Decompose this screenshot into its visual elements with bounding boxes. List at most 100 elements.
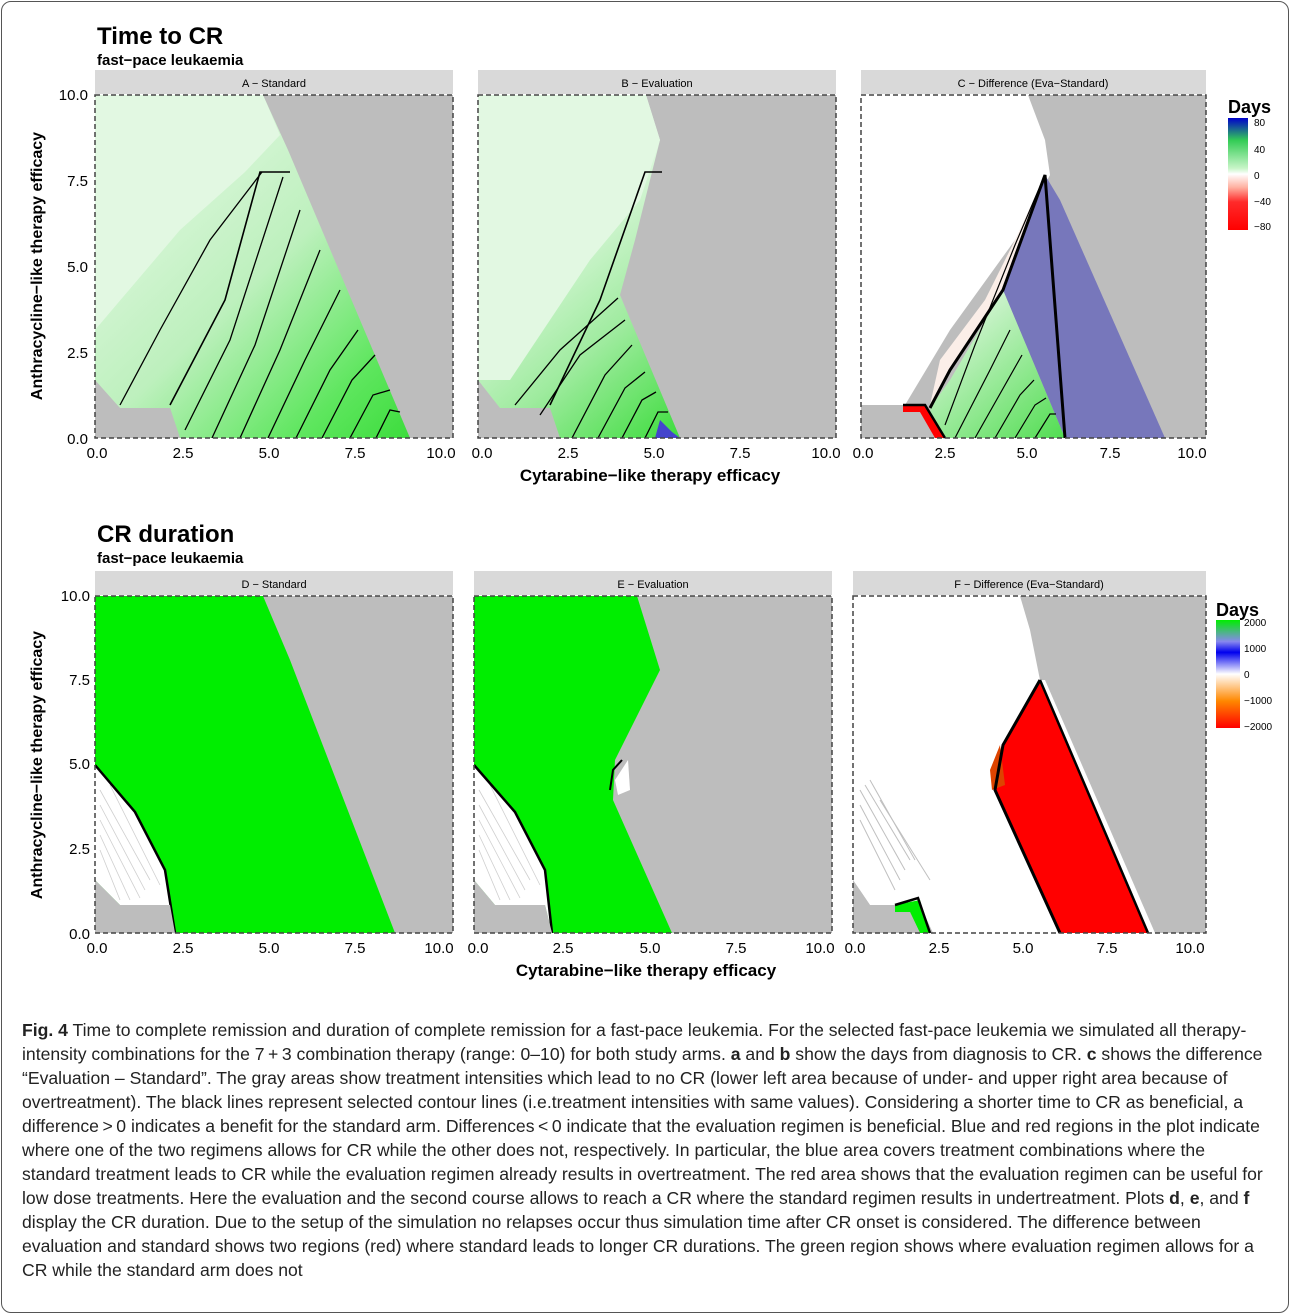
panel-e: E − Evaluation	[473, 571, 833, 934]
contour-lines	[944, 176, 1056, 439]
panel-a: A − Standard	[94, 70, 454, 439]
contour-line	[894, 896, 932, 934]
y-tick: 10.0	[61, 588, 90, 605]
contour-line	[549, 171, 662, 406]
x-tick: 0.0	[472, 445, 493, 462]
panel-ref: c	[1086, 1044, 1097, 1064]
undertreatment-region	[474, 880, 552, 933]
contour-line	[94, 764, 177, 934]
figure-label: Fig. 4	[22, 1020, 68, 1040]
x-tick: 5.0	[1017, 445, 1038, 462]
undertreatment-region	[95, 880, 175, 933]
contour-lines	[119, 171, 401, 439]
light-region	[478, 95, 660, 380]
strip-background	[853, 571, 1206, 595]
y-tick: 2.5	[67, 345, 88, 362]
cr-region	[95, 596, 395, 933]
legend-title: Days	[1216, 600, 1259, 620]
legend-tick: 40	[1254, 145, 1266, 156]
panel-ref: d	[1169, 1188, 1180, 1208]
x-tick: 2.5	[173, 445, 194, 462]
figure-caption: Fig. 4 Time to complete remission and du…	[22, 1018, 1272, 1282]
x-tick: 2.5	[553, 940, 574, 957]
caption-text: display the CR duration. Due to the setu…	[22, 1212, 1254, 1280]
contour-line	[993, 679, 1062, 934]
y-tick: 0.0	[69, 926, 90, 943]
x-tick: 10.0	[1177, 445, 1206, 462]
x-axis-label: Cytarabine−like therapy efficacy	[520, 466, 781, 485]
x-tick: 7.5	[726, 940, 747, 957]
y-tick: 7.5	[67, 173, 88, 190]
panel-title-f: F − Difference (Eva−Standard)	[954, 579, 1104, 591]
red-region	[903, 405, 945, 438]
x-tick: 2.5	[173, 940, 194, 957]
panel-border	[94, 595, 454, 934]
white-region	[95, 765, 175, 933]
y-axis-label: Anthracycline−like therapy efficacy	[29, 631, 46, 899]
x-tick: 0.0	[87, 940, 108, 957]
legend-tick: 1000	[1244, 644, 1267, 655]
red-region	[995, 680, 1148, 933]
panel-c: C − Difference (Eva−Standard)	[860, 70, 1207, 439]
panel-border	[473, 595, 833, 934]
caption-text: ,	[1179, 1188, 1190, 1208]
panel-f: F − Difference (Eva−Standard)	[852, 571, 1207, 934]
panel-title-e: E − Evaluation	[617, 579, 688, 591]
contour-line	[473, 764, 554, 934]
contour-lines	[99, 784, 161, 901]
y-axis-ticks: 10.0 7.5 5.0 2.5 0.0	[59, 87, 88, 448]
x-tick: 7.5	[1097, 940, 1118, 957]
legend-tick: 80	[1254, 118, 1266, 129]
y-tick: 10.0	[59, 87, 88, 104]
x-tick: 10.0	[426, 445, 455, 462]
pink-region	[930, 175, 1045, 405]
x-tick: 7.5	[1100, 445, 1121, 462]
blue-region	[655, 420, 680, 438]
x-tick: 7.5	[345, 445, 366, 462]
panel-b: B − Evaluation	[477, 70, 837, 439]
undertreatment-region	[95, 380, 180, 438]
legend-title: Days	[1228, 97, 1271, 117]
x-tick: 0.0	[468, 940, 489, 957]
contour-lines	[478, 784, 541, 901]
legend-tick: −2000	[1244, 722, 1273, 733]
legend-tick: −80	[1254, 222, 1271, 233]
x-tick: 5.0	[259, 445, 280, 462]
y-tick: 5.0	[69, 756, 90, 773]
strip-background	[95, 571, 453, 595]
x-tick: 5.0	[640, 940, 661, 957]
strip-background	[474, 571, 832, 595]
caption-text: Time to complete remission and duration …	[22, 1020, 1247, 1064]
x-tick: 10.0	[424, 940, 453, 957]
x-tick: 7.5	[730, 445, 751, 462]
x-axis-label: Cytarabine−like therapy efficacy	[516, 961, 777, 980]
caption-text: show the days from diagnosis to CR.	[790, 1044, 1087, 1064]
x-axis-ticks: 0.0 2.5 5.0 7.5 10.0 0.0 2.5 5.0 7.5 10.…	[87, 445, 1207, 462]
undertreatment-region	[853, 880, 920, 933]
x-tick: 7.5	[345, 940, 366, 957]
y-tick: 0.0	[67, 431, 88, 448]
panel-d: D − Standard	[94, 571, 454, 934]
white-region	[615, 760, 630, 795]
legend-tick: 0	[1254, 171, 1260, 182]
legend-tick: −1000	[1244, 696, 1273, 707]
strip-background	[861, 70, 1206, 94]
x-tick: 2.5	[935, 445, 956, 462]
section-title: CR duration	[97, 521, 234, 548]
figure-plots: Time to CR fast−pace leukaemia A − Stand…	[29, 23, 1273, 980]
caption-text: shows the difference “Evaluation – Stand…	[22, 1044, 1263, 1208]
panel-border	[852, 595, 1207, 934]
x-axis-ticks: 0.0 2.5 5.0 7.5 10.0 0.0 2.5 5.0 7.5 10.…	[87, 940, 1205, 957]
white-region	[861, 95, 1050, 405]
panel-title-c: C − Difference (Eva−Standard)	[958, 78, 1109, 90]
panel-title-d: D − Standard	[241, 579, 306, 591]
x-tick: 0.0	[87, 445, 108, 462]
legend-tick: 0	[1244, 670, 1250, 681]
contour-line	[903, 403, 947, 439]
section-subtitle: fast−pace leukaemia	[97, 52, 244, 69]
contour-lines	[859, 779, 931, 891]
panel-ref: b	[779, 1044, 791, 1064]
y-tick: 7.5	[69, 672, 90, 689]
contour-line	[1038, 679, 1150, 934]
